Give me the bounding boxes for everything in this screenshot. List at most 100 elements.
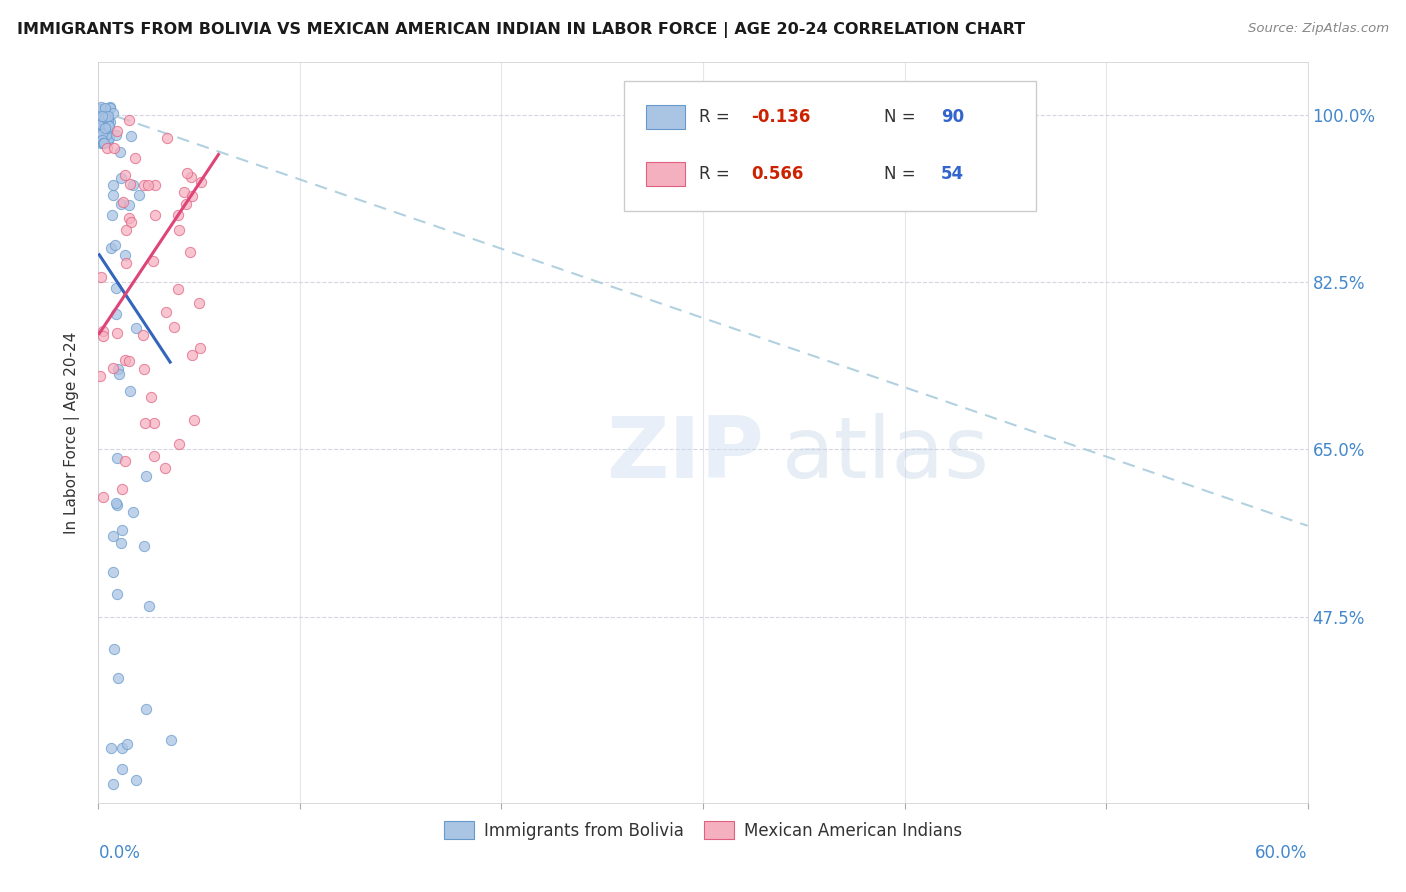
Point — [115, 223, 138, 237]
Point — [155, 305, 177, 319]
Point — [108, 367, 131, 381]
Point — [143, 178, 166, 192]
Text: 0.0%: 0.0% — [98, 844, 141, 862]
Point — [117, 211, 139, 226]
Point — [97, 112, 120, 126]
Point — [120, 129, 142, 144]
Point — [122, 178, 145, 192]
Point — [117, 737, 139, 751]
Point — [111, 195, 134, 210]
Point — [110, 197, 132, 211]
Point — [107, 671, 129, 685]
Point — [138, 599, 160, 613]
Text: 90: 90 — [941, 108, 965, 127]
Point — [90, 100, 112, 114]
Point — [100, 208, 122, 222]
Text: ZIP: ZIP — [606, 413, 763, 496]
Y-axis label: In Labor Force | Age 20-24: In Labor Force | Age 20-24 — [63, 332, 80, 533]
Point — [90, 270, 112, 285]
Point — [98, 119, 121, 133]
Text: N =: N = — [884, 165, 921, 183]
FancyBboxPatch shape — [647, 162, 685, 186]
Text: Source: ZipAtlas.com: Source: ZipAtlas.com — [1249, 22, 1389, 36]
Point — [155, 461, 177, 475]
Point — [96, 140, 118, 154]
Point — [91, 490, 114, 504]
Point — [93, 107, 115, 121]
Point — [87, 125, 110, 139]
Point — [97, 133, 120, 147]
Point — [173, 185, 195, 199]
Text: IMMIGRANTS FROM BOLIVIA VS MEXICAN AMERICAN INDIAN IN LABOR FORCE | AGE 20-24 CO: IMMIGRANTS FROM BOLIVIA VS MEXICAN AMERI… — [17, 22, 1025, 38]
Point — [94, 110, 117, 124]
FancyBboxPatch shape — [624, 81, 1035, 211]
Point — [114, 248, 136, 262]
Point — [103, 529, 125, 543]
Point — [93, 124, 115, 138]
Point — [89, 368, 111, 383]
Point — [159, 733, 181, 747]
Point — [96, 110, 118, 124]
Point — [103, 140, 125, 154]
Point — [115, 256, 138, 270]
Point — [93, 118, 115, 132]
Point — [97, 109, 120, 123]
Point — [114, 453, 136, 467]
Point — [91, 136, 114, 150]
Point — [139, 390, 162, 404]
Point — [91, 328, 114, 343]
Point — [103, 642, 125, 657]
Point — [134, 362, 156, 376]
Point — [183, 413, 205, 427]
Point — [103, 776, 125, 790]
Point — [90, 107, 112, 121]
Point — [134, 416, 156, 430]
Point — [89, 103, 111, 118]
Point — [97, 113, 120, 128]
Point — [180, 169, 202, 184]
Point — [132, 328, 155, 343]
Text: -0.136: -0.136 — [751, 108, 811, 127]
Point — [105, 128, 128, 143]
Point — [111, 741, 134, 756]
Point — [156, 130, 179, 145]
Point — [90, 117, 112, 131]
Point — [142, 253, 165, 268]
Point — [90, 104, 112, 119]
Point — [134, 178, 156, 192]
Point — [134, 701, 156, 715]
Point — [114, 168, 136, 182]
Point — [128, 188, 150, 202]
Point — [167, 208, 190, 222]
Point — [105, 280, 128, 294]
Point — [87, 132, 110, 146]
Point — [103, 188, 125, 202]
Point — [111, 762, 134, 776]
Point — [163, 319, 186, 334]
Point — [100, 115, 122, 129]
Point — [91, 324, 114, 338]
Point — [90, 102, 112, 116]
Point — [120, 177, 142, 191]
Point — [134, 539, 156, 553]
Point — [90, 129, 112, 144]
Point — [188, 296, 211, 310]
Point — [105, 587, 128, 601]
Point — [96, 105, 118, 120]
Point — [142, 450, 165, 464]
Point — [93, 136, 115, 150]
Point — [176, 166, 198, 180]
Point — [179, 245, 201, 260]
Point — [190, 175, 212, 189]
Point — [89, 117, 111, 131]
Point — [91, 133, 114, 147]
Point — [91, 127, 114, 141]
Point — [118, 112, 141, 127]
Text: 54: 54 — [941, 165, 965, 183]
Point — [138, 178, 160, 192]
Point — [124, 151, 146, 165]
Point — [111, 482, 134, 496]
Point — [96, 135, 118, 149]
Point — [1004, 103, 1026, 118]
Point — [110, 145, 132, 159]
